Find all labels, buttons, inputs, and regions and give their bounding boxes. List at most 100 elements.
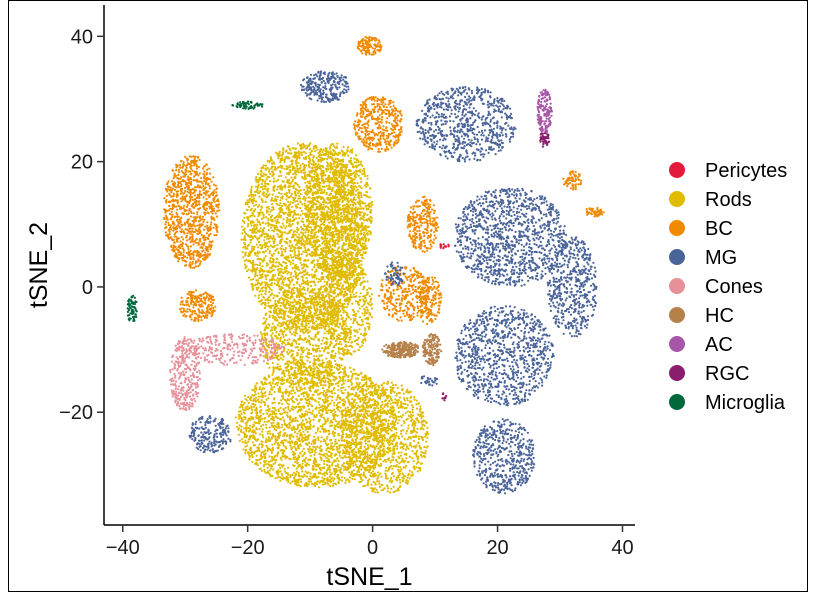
data-point <box>322 232 325 235</box>
data-point <box>299 192 302 196</box>
data-point <box>313 453 316 456</box>
data-point <box>280 263 283 266</box>
data-point <box>256 223 259 226</box>
data-point <box>275 295 278 298</box>
data-point <box>296 203 300 206</box>
data-point <box>304 147 308 150</box>
data-point <box>326 267 330 270</box>
data-point <box>274 167 277 170</box>
data-point <box>340 191 343 194</box>
data-point <box>386 429 389 432</box>
data-point <box>320 153 323 156</box>
data-point <box>297 213 300 216</box>
data-point <box>341 215 344 218</box>
data-point <box>314 170 317 173</box>
data-point <box>306 420 309 423</box>
data-point <box>298 217 301 220</box>
data-point <box>334 208 337 211</box>
data-point <box>279 278 283 281</box>
data-point <box>287 224 290 227</box>
data-point <box>264 164 268 167</box>
data-point <box>311 450 314 454</box>
data-point <box>313 221 316 224</box>
data-point <box>353 187 356 190</box>
data-point <box>288 286 291 290</box>
data-point <box>352 221 355 224</box>
data-point <box>329 217 332 221</box>
data-point <box>321 172 324 175</box>
data-point <box>337 190 340 193</box>
data-point <box>266 190 269 193</box>
data-point <box>330 165 333 168</box>
data-point <box>268 390 271 394</box>
data-point <box>260 247 263 250</box>
data-point <box>246 208 249 211</box>
data-point <box>283 271 286 274</box>
data-point <box>247 268 250 271</box>
data-point <box>241 251 244 254</box>
data-point <box>352 201 355 204</box>
data-point <box>280 244 283 247</box>
data-point <box>357 225 361 228</box>
data-point <box>284 176 287 179</box>
data-point <box>297 272 300 276</box>
data-point <box>291 259 295 262</box>
data-point <box>326 262 330 266</box>
data-point <box>307 234 310 237</box>
data-point <box>317 254 320 257</box>
data-point <box>340 476 343 479</box>
data-point <box>289 241 292 244</box>
data-point <box>332 160 335 163</box>
data-point <box>282 248 285 251</box>
data-point <box>343 182 346 185</box>
data-point <box>371 201 374 204</box>
data-point <box>266 248 269 251</box>
data-point <box>276 203 279 206</box>
data-point <box>298 253 301 256</box>
data-point <box>285 267 288 270</box>
data-point <box>366 225 369 229</box>
data-point <box>322 246 325 249</box>
data-point <box>348 168 351 171</box>
data-point <box>292 464 295 467</box>
series-pericytes-points <box>439 243 450 250</box>
data-point <box>297 277 300 280</box>
data-point <box>340 163 343 166</box>
data-point <box>309 212 312 215</box>
data-point <box>299 166 302 169</box>
data-point <box>290 192 293 196</box>
data-point <box>261 200 264 203</box>
data-point <box>299 246 302 249</box>
data-point <box>341 303 344 306</box>
data-point <box>295 276 298 279</box>
data-point <box>264 286 267 289</box>
data-point <box>304 171 307 174</box>
data-point <box>329 171 332 174</box>
data-point <box>310 150 314 153</box>
data-point <box>293 253 296 256</box>
data-point <box>280 282 283 285</box>
data-point <box>315 156 318 159</box>
data-point <box>315 231 318 234</box>
data-point <box>293 211 296 214</box>
data-point <box>263 307 266 310</box>
data-point <box>363 228 366 231</box>
data-point <box>353 178 356 181</box>
data-point <box>332 214 336 218</box>
data-point <box>353 207 356 210</box>
data-point <box>300 231 303 234</box>
data-point <box>279 270 282 273</box>
data-point <box>280 464 283 467</box>
data-point <box>255 286 258 289</box>
data-point <box>261 265 264 268</box>
data-point <box>280 250 284 253</box>
data-point <box>350 370 353 373</box>
data-point <box>265 242 268 245</box>
data-point <box>325 227 328 231</box>
data-point <box>272 177 276 180</box>
data-point <box>347 200 351 203</box>
data-point <box>327 251 330 255</box>
data-point <box>352 165 355 168</box>
data-point <box>321 251 324 254</box>
data-point <box>287 480 290 483</box>
